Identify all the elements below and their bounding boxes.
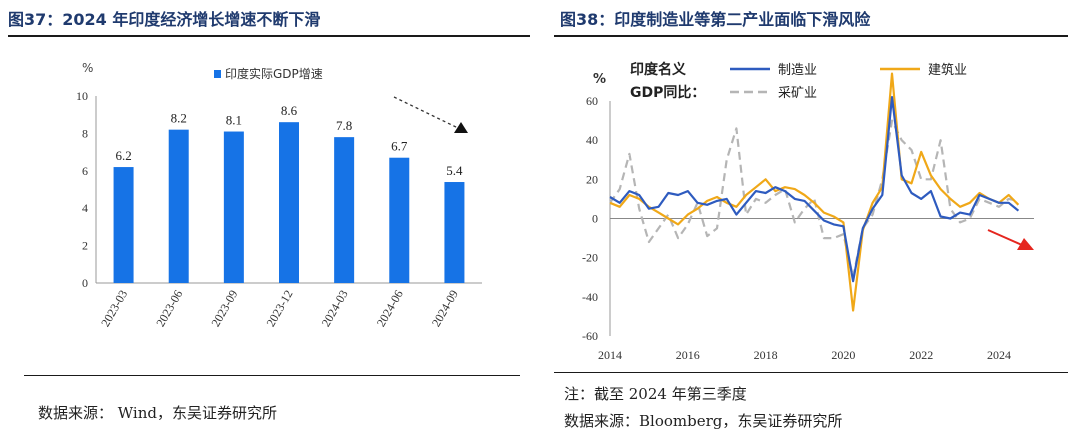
- right-legend-label: 制造业: [778, 63, 817, 78]
- left-bar-value-label: 5.4: [446, 163, 463, 178]
- left-unit-label: %: [82, 61, 93, 75]
- left-bar-value-label: 6.7: [391, 139, 408, 154]
- left-legend-label: 印度实际GDP增速: [225, 66, 323, 81]
- right-y-tick-label: -40: [582, 290, 598, 304]
- left-y-tick-label: 8: [82, 126, 88, 140]
- left-title-rule: [8, 35, 530, 37]
- left-x-tick-label: 2024-09: [429, 288, 461, 330]
- left-x-tick-label: 2023-09: [208, 288, 240, 330]
- right-x-tick-label: 2020: [831, 348, 855, 362]
- right-source-note: 数据来源：Bloomberg，东吴证券研究所: [564, 412, 843, 430]
- left-x-tick-label: 2024-03: [319, 288, 351, 330]
- left-legend-swatch: [214, 70, 221, 78]
- right-y-tick-label: 40: [586, 133, 598, 147]
- right-y-tick-label: -60: [582, 329, 598, 343]
- left-figure-panel: 图37：2024 年印度经济增长增速不断下滑 % 印度实际GDP增速 0 2 4 6 8…: [8, 10, 530, 422]
- right-y-tick-label: 0: [592, 212, 598, 226]
- right-y-tick-label: -20: [582, 251, 598, 265]
- left-x-tick-label: 2023-12: [263, 288, 295, 330]
- left-bar: [223, 131, 244, 283]
- right-figure-title: 图38：印度制造业等第二产业面临下滑风险: [560, 10, 871, 29]
- right-footer-rule: [554, 372, 1068, 373]
- right-series-line: [609, 72, 1020, 312]
- right-legend-title-line1: 印度名义: [630, 61, 686, 78]
- right-decline-arrow: [987, 229, 1034, 250]
- left-x-tick-label: 2024-06: [374, 288, 406, 330]
- left-x-tick-label: 2023-06: [153, 288, 185, 330]
- right-title-rule: [554, 35, 1068, 37]
- right-y-tick-label: 20: [586, 172, 598, 186]
- left-bar: [444, 182, 465, 283]
- right-x-tick-label: 2018: [754, 348, 778, 362]
- right-x-tick-label: 2022: [909, 348, 933, 362]
- left-y-tick-label: 6: [82, 164, 88, 178]
- right-figure-panel: 图38：印度制造业等第二产业面临下滑风险 % 印度名义 GDP同比： 制造业 建筑…: [540, 0, 1080, 437]
- left-bar-chart: % 印度实际GDP增速 0 2 4 6 8 10 6.2 8.2 8.1 8.6 7.8 6.7 5.…: [76, 61, 482, 330]
- left-bar-value-label: 8.2: [171, 111, 187, 126]
- left-source-note: 数据来源： Wind，东吴证券研究所: [38, 404, 277, 422]
- left-y-tick-label: 4: [82, 201, 88, 215]
- left-bar: [279, 122, 299, 284]
- left-figure-title: 图37：2024 年印度经济增长增速不断下滑: [8, 10, 321, 29]
- right-x-tick-label: 2014: [598, 348, 622, 362]
- right-series-line: [609, 119, 1019, 279]
- right-x-tick-label: 2024: [987, 348, 1011, 362]
- right-legend-label: 采矿业: [778, 86, 817, 101]
- left-bar-value-label: 8.6: [281, 103, 298, 118]
- right-legend-title-line2: GDP同比：: [630, 84, 705, 101]
- right-unit-label: %: [593, 72, 606, 87]
- left-x-tick-label: 2023-03: [98, 288, 130, 330]
- left-y-tick-label: 2: [82, 239, 88, 253]
- left-bar: [334, 137, 355, 283]
- left-bar-value-label: 6.2: [115, 148, 131, 163]
- right-y-tick-label: 60: [586, 94, 598, 108]
- right-x-tick-label: 2016: [676, 348, 700, 362]
- left-trend-arrow: [393, 96, 468, 133]
- left-footer-rule: [24, 375, 520, 376]
- right-series-line: [609, 96, 1020, 283]
- left-y-tick-label: 0: [82, 276, 88, 290]
- left-bar-value-label: 7.8: [336, 118, 352, 133]
- left-bar: [168, 129, 189, 283]
- left-y-tick-label: 10: [76, 89, 88, 103]
- left-bar: [389, 157, 410, 283]
- right-legend-label: 建筑业: [928, 62, 967, 78]
- right-footnote: 注：截至 2024 年第三季度: [564, 385, 747, 403]
- left-bar-value-label: 8.1: [226, 113, 242, 128]
- left-bar: [113, 167, 134, 283]
